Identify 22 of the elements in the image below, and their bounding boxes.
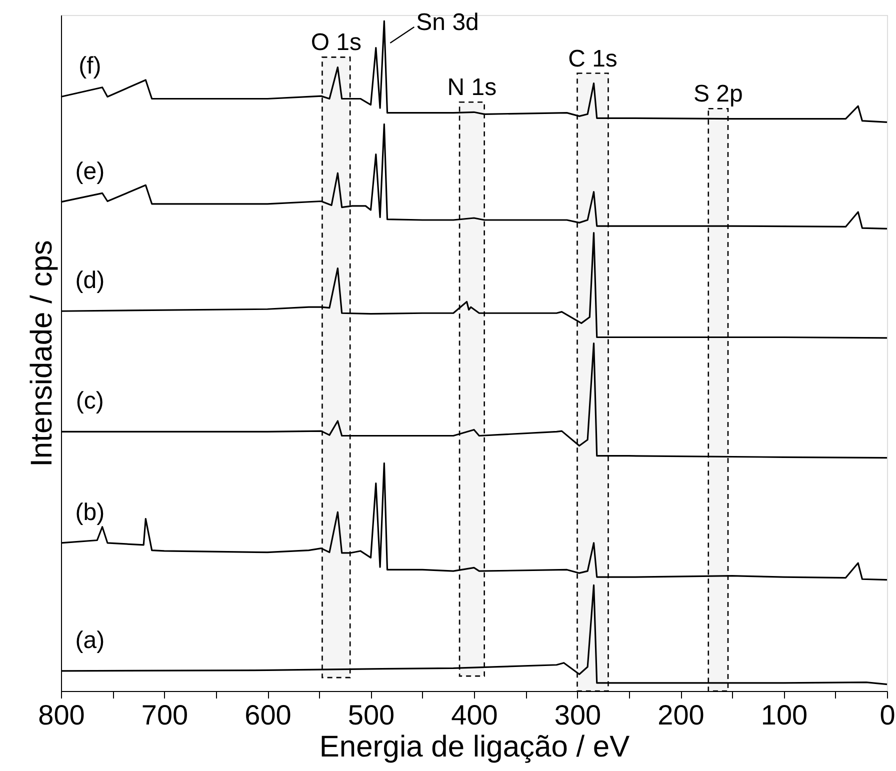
x-tick-label: 0 xyxy=(880,700,896,730)
band-label: N 1s xyxy=(447,74,497,102)
x-tick-label: 600 xyxy=(244,700,292,730)
band-label: O 1s xyxy=(310,29,362,56)
band-label: C 1s xyxy=(568,45,618,72)
x-tick-label: 700 xyxy=(141,700,188,730)
x-axis-title: Energia de ligação / eV xyxy=(319,730,630,764)
x-tick-label: 800 xyxy=(38,700,85,730)
x-tick-label: 400 xyxy=(451,700,498,730)
band-label: S 2p xyxy=(694,80,743,108)
x-tick-label: 500 xyxy=(348,700,395,730)
y-axis-title: Intensidade / cps xyxy=(26,240,58,467)
series-label: (a) xyxy=(75,626,105,654)
x-tick-label: 200 xyxy=(658,700,704,730)
series-label: (b) xyxy=(75,498,105,526)
series-label: (f) xyxy=(78,52,102,80)
x-tick-label: 300 xyxy=(554,700,602,730)
series-label: (c) xyxy=(76,388,104,415)
series-label: (e) xyxy=(75,158,105,185)
annotation: Sn 3d xyxy=(416,9,479,36)
series-label: (d) xyxy=(75,267,105,294)
x-tick-label: 100 xyxy=(760,700,808,730)
